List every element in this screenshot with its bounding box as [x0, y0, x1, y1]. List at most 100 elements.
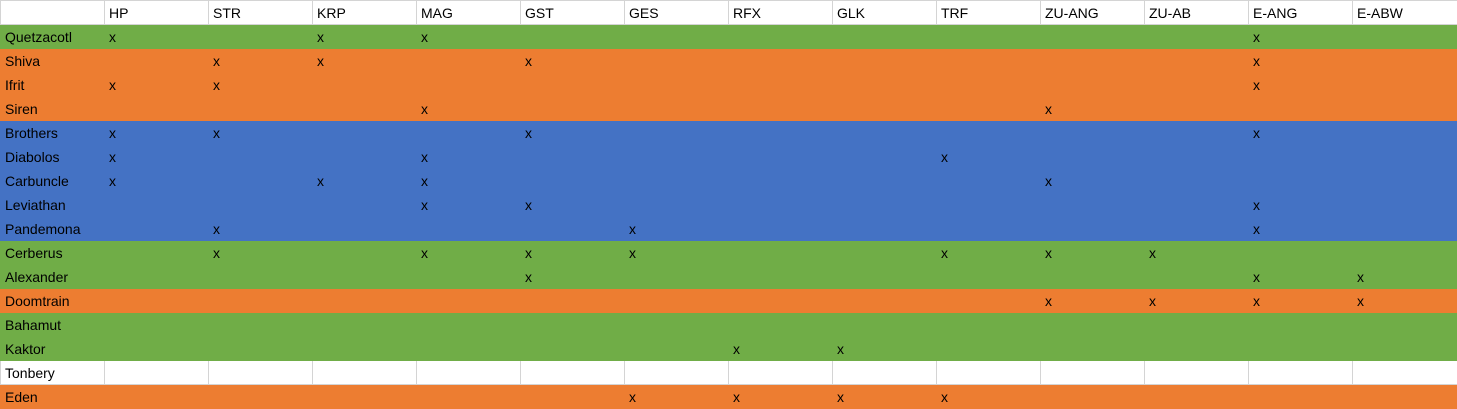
grid-cell[interactable] [416, 312, 521, 337]
grid-cell[interactable] [728, 48, 833, 73]
grid-cell[interactable] [936, 336, 1041, 361]
grid-cell[interactable] [728, 192, 833, 217]
grid-cell[interactable] [728, 120, 833, 145]
grid-cell[interactable]: x [624, 216, 729, 241]
row-name-cell[interactable]: Alexander [0, 264, 105, 289]
grid-cell[interactable] [104, 312, 209, 337]
grid-cell[interactable] [936, 288, 1041, 313]
grid-cell[interactable]: x [728, 336, 833, 361]
grid-cell[interactable] [104, 384, 209, 409]
row-name-cell[interactable]: Diabolos [0, 144, 105, 169]
grid-cell[interactable]: x [1248, 288, 1353, 313]
grid-cell[interactable] [832, 72, 937, 97]
grid-cell[interactable] [1144, 96, 1249, 121]
grid-cell[interactable] [624, 48, 729, 73]
grid-cell[interactable] [520, 216, 625, 241]
grid-cell[interactable] [104, 240, 209, 265]
grid-cell[interactable] [416, 120, 521, 145]
grid-cell[interactable] [936, 120, 1041, 145]
column-header-mag[interactable]: MAG [416, 0, 521, 25]
grid-cell[interactable] [104, 96, 209, 121]
grid-cell[interactable] [1144, 264, 1249, 289]
grid-cell[interactable]: x [1248, 48, 1353, 73]
grid-cell[interactable] [624, 288, 729, 313]
row-name-cell[interactable]: Ifrit [0, 72, 105, 97]
grid-cell[interactable] [1352, 360, 1457, 385]
grid-cell[interactable] [1248, 240, 1353, 265]
grid-cell[interactable] [104, 192, 209, 217]
grid-cell[interactable] [1248, 360, 1353, 385]
grid-cell[interactable]: x [1248, 264, 1353, 289]
row-name-cell[interactable]: Pandemona [0, 216, 105, 241]
grid-cell[interactable]: x [520, 264, 625, 289]
grid-cell[interactable] [312, 384, 417, 409]
grid-cell[interactable] [520, 96, 625, 121]
grid-cell[interactable] [1040, 144, 1145, 169]
grid-cell[interactable] [520, 168, 625, 193]
grid-cell[interactable] [728, 168, 833, 193]
grid-cell[interactable] [936, 192, 1041, 217]
grid-cell[interactable]: x [624, 384, 729, 409]
grid-cell[interactable] [936, 312, 1041, 337]
grid-cell[interactable]: x [208, 240, 313, 265]
grid-cell[interactable] [1040, 120, 1145, 145]
grid-cell[interactable] [832, 48, 937, 73]
grid-cell[interactable] [728, 360, 833, 385]
grid-cell[interactable] [936, 216, 1041, 241]
grid-cell[interactable] [832, 168, 937, 193]
grid-cell[interactable] [208, 24, 313, 49]
grid-cell[interactable]: x [208, 48, 313, 73]
grid-cell[interactable] [1144, 24, 1249, 49]
grid-cell[interactable] [416, 288, 521, 313]
grid-cell[interactable] [1040, 360, 1145, 385]
grid-cell[interactable] [208, 96, 313, 121]
column-header-ges[interactable]: GES [624, 0, 729, 25]
grid-cell[interactable] [728, 24, 833, 49]
grid-cell[interactable] [1352, 384, 1457, 409]
grid-cell[interactable] [624, 168, 729, 193]
column-header-gst[interactable]: GST [520, 0, 625, 25]
grid-cell[interactable]: x [936, 384, 1041, 409]
grid-cell[interactable] [1352, 72, 1457, 97]
column-header-zu-ab[interactable]: ZU-AB [1144, 0, 1249, 25]
grid-cell[interactable]: x [104, 168, 209, 193]
grid-cell[interactable] [1352, 240, 1457, 265]
grid-cell[interactable] [520, 312, 625, 337]
grid-cell[interactable] [1040, 312, 1145, 337]
column-header-krp[interactable]: KRP [312, 0, 417, 25]
grid-cell[interactable] [624, 360, 729, 385]
grid-cell[interactable] [104, 288, 209, 313]
grid-cell[interactable] [1040, 216, 1145, 241]
grid-cell[interactable] [1144, 192, 1249, 217]
column-header-trf[interactable]: TRF [936, 0, 1041, 25]
grid-cell[interactable] [832, 24, 937, 49]
grid-cell[interactable] [416, 72, 521, 97]
grid-cell[interactable] [312, 240, 417, 265]
grid-cell[interactable]: x [936, 144, 1041, 169]
grid-cell[interactable] [520, 144, 625, 169]
grid-cell[interactable] [1352, 192, 1457, 217]
grid-cell[interactable] [104, 360, 209, 385]
grid-cell[interactable]: x [1248, 24, 1353, 49]
grid-cell[interactable] [936, 48, 1041, 73]
grid-cell[interactable] [728, 96, 833, 121]
grid-cell[interactable]: x [1040, 240, 1145, 265]
grid-cell[interactable] [1040, 48, 1145, 73]
grid-cell[interactable] [208, 312, 313, 337]
grid-cell[interactable]: x [520, 48, 625, 73]
grid-cell[interactable] [1144, 72, 1249, 97]
grid-cell[interactable] [728, 72, 833, 97]
grid-cell[interactable]: x [520, 120, 625, 145]
grid-cell[interactable]: x [208, 72, 313, 97]
grid-cell[interactable] [520, 336, 625, 361]
grid-cell[interactable] [936, 24, 1041, 49]
grid-cell[interactable]: x [832, 384, 937, 409]
column-header-rfx[interactable]: RFX [728, 0, 833, 25]
grid-cell[interactable] [624, 144, 729, 169]
grid-cell[interactable] [832, 288, 937, 313]
grid-cell[interactable] [728, 240, 833, 265]
grid-cell[interactable] [728, 216, 833, 241]
grid-cell[interactable] [520, 24, 625, 49]
grid-cell[interactable] [624, 192, 729, 217]
grid-cell[interactable] [1248, 96, 1353, 121]
